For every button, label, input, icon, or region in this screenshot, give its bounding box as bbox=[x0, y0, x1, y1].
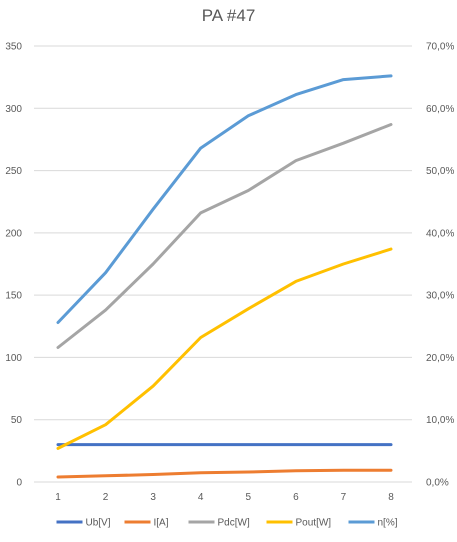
y-left-tick-label: 50 bbox=[11, 415, 23, 426]
legend-label: n[%] bbox=[378, 518, 398, 529]
y-left-tick-label: 200 bbox=[5, 228, 22, 239]
series-line-pdc-w- bbox=[56, 123, 393, 349]
y-right-tick-label: 70,0% bbox=[426, 42, 454, 53]
y-left-tick-label: 100 bbox=[5, 353, 22, 364]
series-line-n- bbox=[56, 74, 393, 324]
y-left-tick-label: 150 bbox=[5, 291, 22, 302]
y-left-tick-label: 0 bbox=[16, 478, 22, 489]
y-right-tick-label: 60,0% bbox=[426, 104, 454, 115]
series-line-pout-w- bbox=[56, 247, 393, 450]
x-tick-label: 3 bbox=[150, 492, 156, 503]
x-tick-label: 4 bbox=[198, 492, 204, 503]
legend-label: Ub[V] bbox=[86, 518, 111, 529]
y-right-tick-label: 20,0% bbox=[426, 353, 454, 364]
legend-label: I[A] bbox=[154, 518, 169, 529]
y-right-tick-label: 40,0% bbox=[426, 228, 454, 239]
legend-label: Pout[W] bbox=[296, 518, 332, 529]
y-left-tick-label: 250 bbox=[5, 166, 22, 177]
x-tick-label: 1 bbox=[55, 492, 61, 503]
y-right-tick-label: 30,0% bbox=[426, 291, 454, 302]
x-tick-label: 7 bbox=[341, 492, 347, 503]
x-tick-label: 5 bbox=[246, 492, 252, 503]
legend-label: Pdc[W] bbox=[218, 518, 250, 529]
y-left-tick-label: 300 bbox=[5, 104, 22, 115]
x-tick-label: 6 bbox=[293, 492, 299, 503]
series-line-i-a- bbox=[56, 468, 393, 479]
x-tick-label: 8 bbox=[388, 492, 394, 503]
y-right-tick-label: 50,0% bbox=[426, 166, 454, 177]
y-right-tick-label: 0,0% bbox=[426, 478, 449, 489]
y-right-tick-label: 10,0% bbox=[426, 415, 454, 426]
y-left-tick-label: 350 bbox=[5, 42, 22, 53]
x-tick-label: 2 bbox=[103, 492, 109, 503]
chart-title: PA #47 bbox=[201, 6, 256, 25]
